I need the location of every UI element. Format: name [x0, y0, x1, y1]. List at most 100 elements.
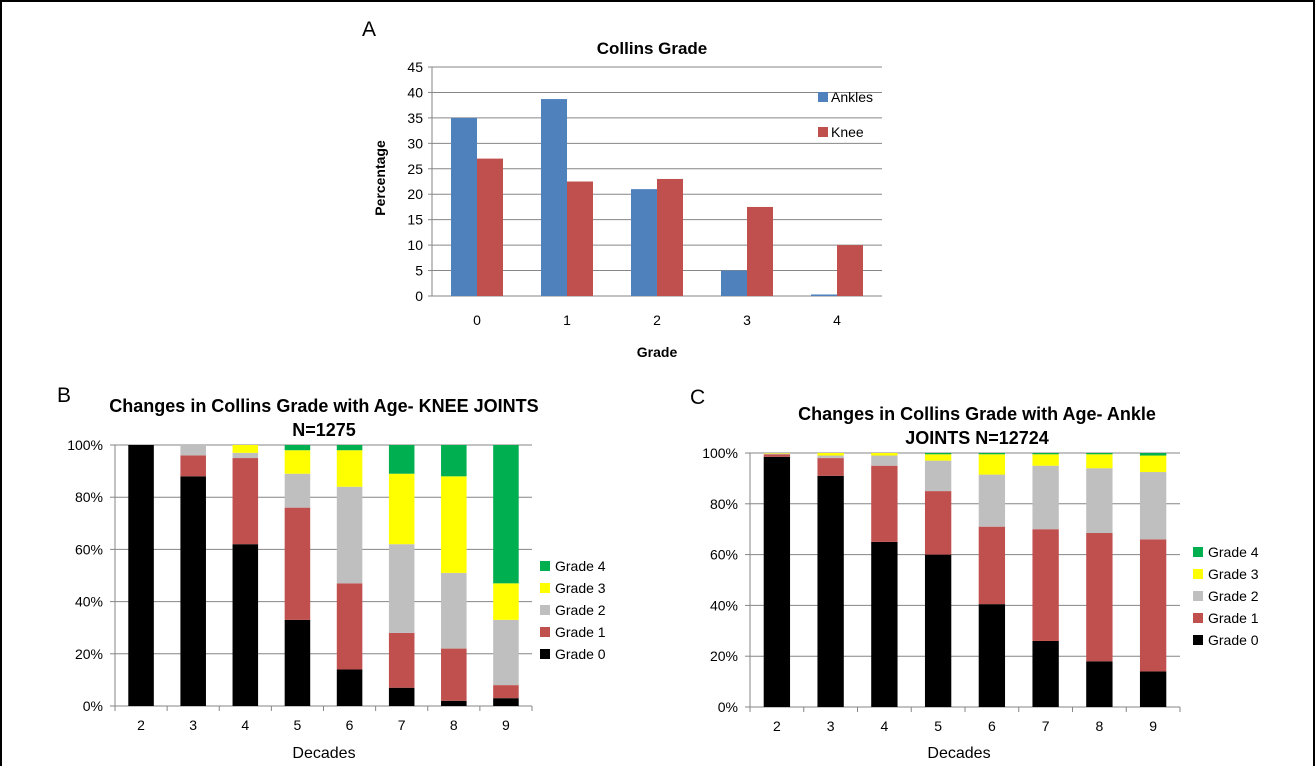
chart-a-y-tick-label: 35 — [407, 110, 423, 126]
chart-a-y-tick-label: 25 — [407, 161, 423, 177]
chart-c-bar-segment-grade-1 — [1032, 529, 1059, 641]
chart-b-bar-segment-grade-2 — [284, 473, 311, 508]
chart-a-bar-knee — [567, 181, 593, 296]
chart-a-legend-label-ankles: Ankles — [831, 89, 873, 105]
chart-c-legend-label-grade-4: Grade 4 — [1208, 544, 1259, 560]
chart-b-bar-segment-grade-2 — [493, 619, 519, 686]
chart-a-x-tick-label: 0 — [473, 312, 481, 328]
chart-b-bar-segment-grade-3 — [441, 476, 467, 573]
chart-c-x-tick-label: 7 — [1042, 718, 1050, 734]
chart-b-bar-segment-grade-0 — [232, 544, 259, 706]
chart-b-x-tick-label: 6 — [346, 717, 354, 733]
chart-a-legend-swatch-knee — [818, 127, 828, 137]
chart-b-bar-segment-grade-1 — [284, 507, 311, 620]
chart-a-x-axis-label: Grade — [637, 344, 678, 360]
chart-a-bar-knee — [837, 245, 863, 296]
panel-c-letter: C — [690, 386, 705, 409]
chart-b-x-tick-label: 2 — [137, 717, 145, 733]
chart-b-bar-segment-grade-2 — [336, 486, 363, 584]
chart-b-title-line-2: N=1275 — [292, 420, 356, 440]
chart-a-y-tick-label: 30 — [407, 135, 423, 151]
chart-c-bar-segment-grade-1 — [924, 491, 952, 555]
chart-b-bar-segment-grade-1 — [493, 685, 519, 699]
chart-a-bar-ankles — [631, 189, 657, 296]
chart-b-y-tick-label: 0% — [83, 698, 103, 714]
chart-b-bar-segment-grade-2 — [180, 445, 206, 456]
chart-a-bar-ankles — [451, 117, 477, 296]
chart-c-bar-segment-grade-3 — [763, 453, 791, 454]
chart-b-bar-segment-grade-0 — [388, 687, 415, 706]
chart-c-title-line-2: JOINTS N=12724 — [905, 428, 1049, 448]
chart-c-bar-segment-grade-2 — [1032, 465, 1059, 530]
chart-c-title-line-1: Changes in Collins Grade with Age- Ankle — [798, 404, 1156, 424]
chart-c-bar-segment-grade-4 — [924, 453, 952, 455]
chart-b-bar-segment-grade-0 — [336, 669, 363, 706]
chart-b-legend-label-grade-1: Grade 1 — [555, 624, 606, 640]
chart-c-bar-segment-grade-2 — [763, 453, 791, 455]
chart-c-bar-segment-grade-2 — [1086, 468, 1113, 534]
chart-a-y-tick-label: 40 — [407, 84, 423, 100]
chart-c-bar-segment-grade-4 — [1086, 453, 1113, 455]
chart-b-bar-segment-grade-0 — [493, 698, 519, 706]
chart-c-bar-segment-grade-4 — [978, 453, 1006, 455]
chart-c-bar-segment-grade-0 — [871, 541, 898, 707]
chart-c-bar-segment-grade-3 — [924, 454, 952, 461]
chart-c-legend-label-grade-0: Grade 0 — [1208, 632, 1259, 648]
chart-b-bar-segment-grade-4 — [388, 445, 415, 474]
chart-c-bar-segment-grade-1 — [817, 458, 844, 476]
chart-b-bar-segment-grade-3 — [493, 583, 519, 620]
chart-b-bar-segment-grade-1 — [441, 648, 467, 701]
chart-b-legend-label-grade-2: Grade 2 — [555, 602, 606, 618]
chart-b-x-tick-label: 7 — [398, 717, 406, 733]
chart-c-ankle-joints: Changes in Collins Grade with Age- Ankle… — [702, 404, 1259, 762]
chart-c-y-tick-label: 80% — [710, 496, 738, 512]
chart-a-legend-label-knee: Knee — [831, 124, 864, 140]
chart-b-bar-segment-grade-0 — [441, 700, 467, 706]
chart-c-bar-segment-grade-0 — [924, 554, 952, 707]
chart-b-legend-label-grade-0: Grade 0 — [555, 646, 606, 662]
chart-b-bar-segment-grade-3 — [336, 450, 363, 487]
chart-c-legend-swatch-grade-2 — [1193, 591, 1203, 601]
chart-c-x-tick-label: 6 — [988, 718, 996, 734]
chart-c-bar-segment-grade-2 — [924, 460, 952, 492]
chart-c-y-tick-label: 60% — [710, 547, 738, 563]
chart-b-legend-swatch-grade-2 — [540, 605, 550, 615]
chart-c-x-tick-label: 4 — [880, 718, 888, 734]
chart-c-bar-segment-grade-0 — [763, 456, 791, 707]
chart-c-bar-segment-grade-1 — [1139, 539, 1167, 672]
chart-a-x-tick-label: 4 — [833, 312, 841, 328]
panel-a-letter: A — [362, 18, 376, 41]
chart-a-collins-grade: Collins Grade Percentage Grade 051015202… — [372, 39, 882, 360]
chart-a-bar-knee — [657, 178, 683, 296]
chart-a-y-tick-label: 20 — [407, 186, 423, 202]
chart-c-bar-segment-grade-0 — [1139, 671, 1167, 707]
panel-b-letter: B — [57, 384, 71, 407]
chart-b-legend-swatch-grade-0 — [540, 649, 550, 659]
chart-b-bar-segment-grade-4 — [336, 445, 363, 451]
chart-c-legend-swatch-grade-3 — [1193, 569, 1203, 579]
chart-c-y-tick-label: 20% — [710, 648, 738, 664]
chart-c-bar-segment-grade-3 — [817, 453, 844, 456]
chart-a-bar-ankles — [721, 270, 747, 296]
chart-c-bar-segment-grade-4 — [1032, 453, 1059, 455]
chart-b-bar-segment-grade-3 — [232, 445, 259, 453]
chart-b-legend-label-grade-4: Grade 4 — [555, 558, 606, 574]
chart-b-bar-segment-grade-4 — [284, 445, 311, 451]
chart-a-bar-ankles — [811, 294, 837, 296]
chart-b-y-tick-label: 20% — [75, 646, 103, 662]
chart-c-bar-segment-grade-0 — [817, 475, 844, 707]
chart-a-bar-knee — [747, 206, 773, 296]
chart-c-bar-segment-grade-3 — [1086, 454, 1113, 469]
chart-c-bar-segment-grade-2 — [871, 455, 898, 466]
chart-b-x-tick-label: 3 — [189, 717, 197, 733]
chart-a-x-tick-label: 2 — [653, 312, 661, 328]
chart-b-legend-swatch-grade-4 — [540, 561, 550, 571]
chart-b-bar-segment-grade-1 — [336, 583, 363, 670]
chart-c-legend-label-grade-3: Grade 3 — [1208, 566, 1259, 582]
chart-b-bar-segment-grade-0 — [180, 476, 206, 706]
chart-b-x-tick-label: 8 — [450, 717, 458, 733]
chart-a-y-tick-label: 15 — [407, 212, 423, 228]
chart-c-bar-segment-grade-1 — [763, 454, 791, 457]
chart-a-y-tick-label: 45 — [407, 59, 423, 75]
